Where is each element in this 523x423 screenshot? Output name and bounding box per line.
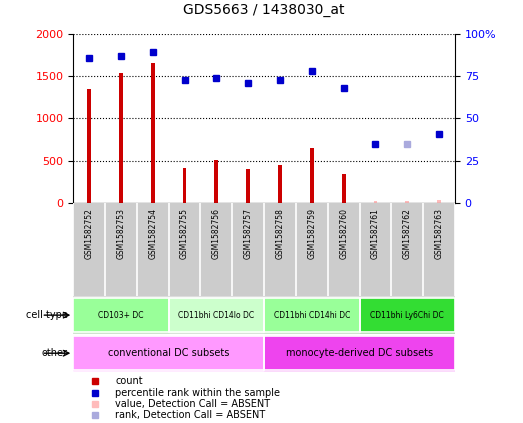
Bar (342, 174, 346, 203)
Text: CD11bhi CD14hi DC: CD11bhi CD14hi DC (274, 310, 350, 320)
Bar (360, 298, 455, 332)
Text: CD11bhi Ly6Chi DC: CD11bhi Ly6Chi DC (370, 310, 444, 320)
Text: GSM1582758: GSM1582758 (276, 208, 285, 258)
Text: GSM1582760: GSM1582760 (339, 208, 348, 259)
Bar (214, 160, 218, 203)
Bar (168, 298, 264, 332)
Bar (360, 298, 455, 332)
Text: GDS5663 / 1438030_at: GDS5663 / 1438030_at (184, 3, 345, 17)
Text: GSM1582753: GSM1582753 (117, 208, 126, 259)
Bar (264, 336, 455, 371)
Bar (246, 169, 250, 203)
Bar (310, 148, 314, 203)
Text: CD11bhi CD14lo DC: CD11bhi CD14lo DC (178, 310, 255, 320)
Bar (264, 298, 360, 332)
Text: value, Detection Call = ABSENT: value, Detection Call = ABSENT (115, 399, 270, 409)
Bar (73, 336, 264, 371)
Bar (373, 201, 378, 203)
Text: cell type: cell type (26, 310, 68, 320)
Text: CD103+ DC: CD103+ DC (98, 310, 144, 320)
Text: monocyte-derived DC subsets: monocyte-derived DC subsets (286, 348, 433, 358)
Bar (183, 168, 187, 203)
Bar (264, 298, 360, 332)
Text: GSM1582756: GSM1582756 (212, 208, 221, 259)
Text: percentile rank within the sample: percentile rank within the sample (115, 387, 280, 398)
Bar (119, 73, 123, 203)
Text: GSM1582759: GSM1582759 (308, 208, 316, 259)
Bar (73, 298, 168, 332)
Text: GSM1582757: GSM1582757 (244, 208, 253, 259)
Text: GSM1582754: GSM1582754 (148, 208, 157, 259)
Text: GSM1582763: GSM1582763 (435, 208, 444, 259)
Text: GSM1582762: GSM1582762 (403, 208, 412, 258)
Bar (87, 89, 91, 203)
Bar (168, 298, 264, 332)
Text: GSM1582752: GSM1582752 (85, 208, 94, 258)
Bar (151, 63, 155, 203)
Text: conventional DC subsets: conventional DC subsets (108, 348, 230, 358)
Text: GSM1582755: GSM1582755 (180, 208, 189, 259)
Text: GSM1582761: GSM1582761 (371, 208, 380, 258)
Bar (264, 336, 455, 371)
Bar (405, 201, 409, 203)
Text: rank, Detection Call = ABSENT: rank, Detection Call = ABSENT (115, 410, 265, 420)
Bar (437, 200, 441, 203)
Text: count: count (115, 376, 143, 386)
Text: other: other (42, 348, 68, 358)
Bar (73, 298, 168, 332)
Bar (73, 336, 264, 371)
Bar (278, 165, 282, 203)
